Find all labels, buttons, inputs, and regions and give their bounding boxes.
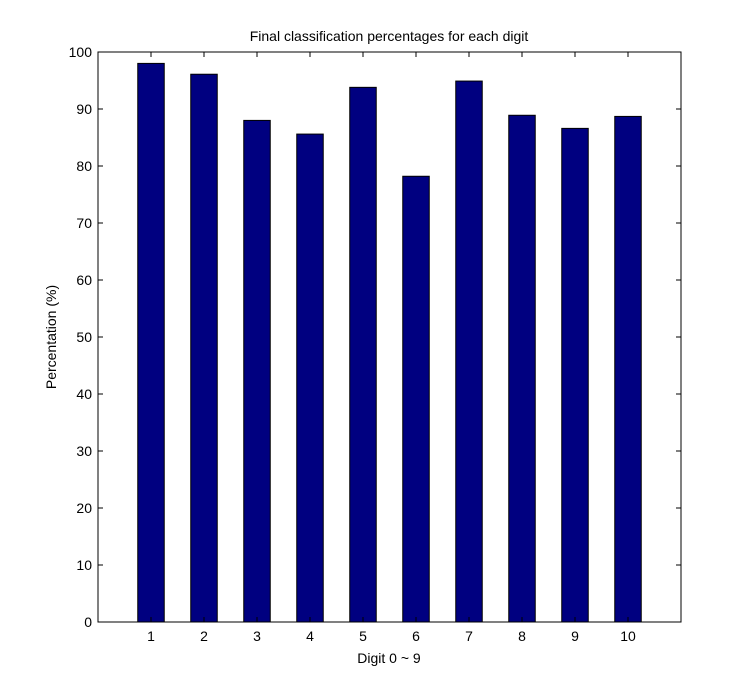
x-tick-label: 2 <box>200 628 208 644</box>
bar-3 <box>243 119 271 623</box>
y-axis: 0 10 20 30 40 50 60 70 80 90 100 <box>69 44 681 630</box>
x-tick-label: 5 <box>359 628 367 644</box>
y-tick-label: 30 <box>76 443 92 459</box>
y-tick-label: 0 <box>84 614 92 630</box>
bar-2 <box>190 73 218 623</box>
bar-10 <box>614 115 642 623</box>
x-tick-label: 10 <box>620 628 636 644</box>
x-tick-label: 9 <box>571 628 579 644</box>
x-tick-label: 6 <box>412 628 420 644</box>
bars-group <box>137 62 642 623</box>
y-tick-label: 60 <box>76 272 92 288</box>
bar-8 <box>508 114 536 623</box>
x-axis-label: Digit 0 ~ 9 <box>357 650 421 666</box>
chart-title: Final classification percentages for eac… <box>250 28 529 44</box>
bar-4 <box>296 133 324 623</box>
y-tick-label: 40 <box>76 386 92 402</box>
x-tick-label: 8 <box>518 628 526 644</box>
y-tick-label: 50 <box>76 329 92 345</box>
x-axis: 1 2 3 4 5 6 7 8 9 10 <box>147 52 636 644</box>
y-tick-label: 80 <box>76 158 92 174</box>
bar-1 <box>137 62 165 623</box>
bar-7 <box>455 80 483 623</box>
plot-area <box>97 51 682 623</box>
y-tick-label: 100 <box>69 44 93 60</box>
x-tick-label: 4 <box>306 628 314 644</box>
y-tick-label: 90 <box>76 101 92 117</box>
bar-6 <box>402 175 430 623</box>
bar-9 <box>561 127 589 623</box>
y-tick-label: 70 <box>76 215 92 231</box>
y-tick-label: 10 <box>76 557 92 573</box>
x-tick-label: 3 <box>253 628 261 644</box>
x-tick-label: 7 <box>465 628 473 644</box>
y-axis-label: Percentation (%) <box>43 285 59 389</box>
bar-5 <box>349 86 377 623</box>
x-tick-label: 1 <box>147 628 155 644</box>
y-tick-label: 20 <box>76 500 92 516</box>
